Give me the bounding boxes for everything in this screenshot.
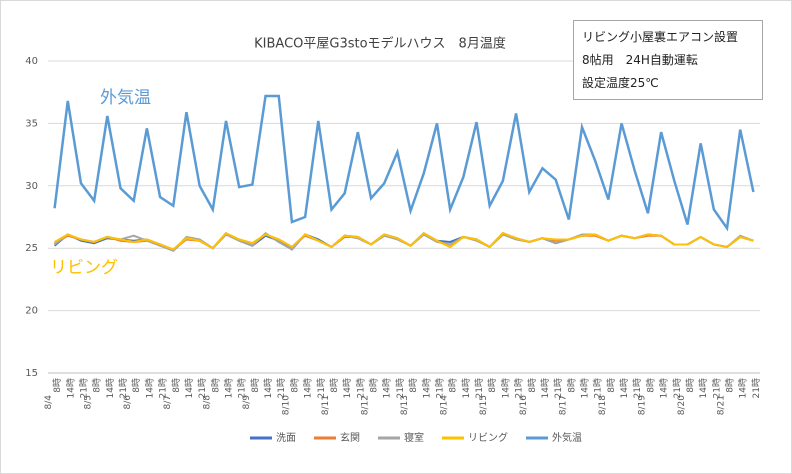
x-tick-label: 14時 [263, 378, 274, 398]
date-label: 8/7 [163, 395, 173, 409]
x-tick-label: 8時 [171, 378, 182, 393]
y-tick-label: 40 [25, 56, 38, 67]
x-tick-label: 8時 [131, 378, 142, 393]
x-tick-label: 14時 [500, 378, 511, 398]
legend-label: 外気温 [552, 431, 582, 444]
x-tick-label: 21時 [711, 378, 722, 398]
y-tick-label: 15 [25, 368, 38, 379]
x-tick-label: 14時 [619, 378, 630, 398]
x-tick-label: 8時 [645, 378, 656, 393]
x-tick-label: 14時 [540, 378, 551, 398]
legend-item: 玄関 [314, 431, 360, 444]
x-tick-label: 8時 [606, 378, 617, 393]
date-label: 8/20 [677, 395, 687, 415]
x-tick-label: 21時 [237, 378, 248, 398]
x-tick-label: 21時 [751, 378, 762, 398]
x-tick-label: 8時 [92, 378, 103, 393]
annotation: 外気温 [100, 88, 151, 108]
line-series [53, 94, 755, 232]
x-tick-label: 21時 [118, 378, 129, 398]
x-tick-label: 8時 [725, 378, 736, 393]
date-label: 8/16 [519, 395, 529, 415]
x-tick-label: 8時 [408, 378, 419, 393]
x-tick-label: 8時 [566, 378, 577, 393]
date-label: 8/8 [202, 395, 212, 410]
date-label: 8/17 [558, 395, 568, 415]
x-tick-label: 14時 [461, 378, 472, 398]
x-tick-label: 14時 [184, 378, 195, 398]
x-tick-label: 21時 [276, 378, 287, 398]
x-tick-label: 21時 [355, 378, 366, 398]
x-tick-label: 14時 [105, 378, 116, 398]
x-tick-label: 14時 [224, 378, 235, 398]
x-tick-label: 14時 [580, 378, 591, 398]
x-tick-label: 14時 [65, 378, 76, 398]
x-tick-label: 8時 [289, 378, 300, 393]
x-tick-label: 21時 [474, 378, 485, 398]
date-label: 8/6 [123, 395, 133, 410]
x-tick-label: 21時 [553, 378, 564, 398]
x-tick-label: 8時 [329, 378, 340, 393]
date-label: 8/21 [717, 395, 727, 415]
date-label: 8/5 [84, 395, 94, 409]
legend-item: リビング [442, 431, 508, 444]
x-tick-label: 8時 [369, 378, 380, 393]
note-line: リビング小屋裏エアコン設置 [582, 30, 739, 44]
legend-label: リビング [468, 431, 508, 444]
note-line: 設定温度25℃ [582, 76, 659, 90]
y-tick-label: 30 [25, 181, 38, 192]
x-tick-label: 8時 [52, 378, 63, 393]
x-tick-label: 21時 [632, 378, 643, 398]
legend-label: 玄関 [340, 431, 360, 444]
legend-item: 寝室 [378, 431, 424, 444]
y-tick-label: 35 [25, 118, 38, 129]
date-label: 8/18 [598, 395, 608, 415]
note-line: 8帖用 24H自動運転 [582, 53, 698, 67]
x-tick-label: 8時 [448, 378, 459, 393]
x-tick-label: 14時 [698, 378, 709, 398]
date-label: 8/4 [44, 395, 54, 410]
x-tick-label: 14時 [659, 378, 670, 398]
legend-label: 寝室 [404, 431, 424, 444]
x-tick-label: 8時 [250, 378, 261, 393]
x-tick-label: 21時 [158, 378, 169, 398]
y-tick-label: 20 [25, 306, 38, 317]
x-tick-label: 21時 [78, 378, 89, 398]
x-tick-label: 14時 [382, 378, 393, 398]
legend-label: 洗面 [276, 432, 296, 444]
note-box: リビング小屋裏エアコン設置 8帖用 24H自動運転 設定温度25℃ [573, 20, 763, 100]
date-label: 8/19 [637, 395, 647, 415]
x-tick-label: 21時 [593, 378, 604, 398]
x-tick-label: 21時 [434, 378, 445, 398]
legend-item: 外気温 [526, 431, 582, 444]
x-tick-label: 21時 [197, 378, 208, 398]
x-tick-label: 14時 [144, 378, 155, 398]
date-label: 8/12 [361, 395, 371, 415]
x-tick-label: 8時 [685, 378, 696, 393]
legend-item: 洗面 [250, 432, 296, 444]
date-label: 8/14 [440, 395, 450, 415]
x-tick-label: 14時 [342, 378, 353, 398]
date-label: 8/13 [400, 395, 410, 415]
x-tick-label: 8時 [210, 378, 221, 393]
annotation: リビング [50, 258, 118, 278]
x-tick-label: 14時 [303, 378, 314, 398]
date-label: 8/11 [321, 395, 331, 415]
x-tick-label: 8時 [487, 378, 498, 393]
date-label: 8/15 [479, 395, 489, 415]
x-tick-label: 21時 [395, 378, 406, 398]
x-tick-label: 14時 [421, 378, 432, 398]
x-tick-label: 14時 [738, 378, 749, 398]
x-tick-label: 21時 [672, 378, 683, 398]
x-tick-label: 8時 [527, 378, 538, 393]
line-series [54, 231, 754, 251]
chart-title: KIBACO平屋G3stoモデルハウス 8月温度 [254, 36, 506, 52]
x-tick-label: 21時 [316, 378, 327, 398]
y-tick-label: 25 [25, 243, 38, 254]
date-label: 8/9 [242, 395, 252, 410]
x-tick-label: 21時 [514, 378, 525, 398]
date-label: 8/10 [281, 395, 291, 415]
